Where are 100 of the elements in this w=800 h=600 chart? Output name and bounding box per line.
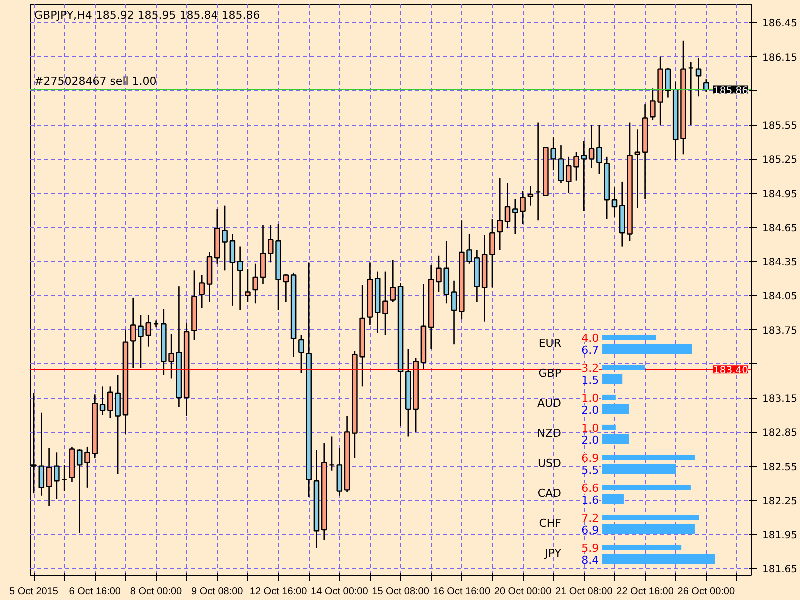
bar: [602, 334, 656, 340]
candlestick: [696, 57, 702, 98]
y-tick-label: AUD: [537, 397, 562, 410]
candlestick: [704, 78, 710, 93]
y-tick-label: 184.95: [762, 189, 798, 200]
bar: [602, 554, 716, 564]
candlestick: [245, 268, 251, 304]
x-tick-label: 26 Oct 00:00: [678, 586, 736, 598]
candlestick: [588, 124, 595, 169]
y-tick-label: 181.65: [762, 564, 798, 576]
candlestick: [298, 334, 304, 374]
candlestick: [596, 124, 602, 175]
bar: [602, 484, 691, 490]
candlestick: [62, 464, 68, 492]
y-tick-label: CAD: [538, 487, 562, 500]
candlestick: [390, 260, 396, 304]
candlestick: [528, 186, 534, 206]
y-tick-label: 183.15: [762, 394, 798, 406]
candlestick: [504, 182, 511, 230]
data-label: 3.2: [582, 362, 600, 375]
x-tick-label: 22 Oct 16:00: [616, 586, 674, 598]
x-tick-label: 5 Oct 2015: [10, 586, 59, 598]
y-tick-label: 182.85: [762, 428, 798, 440]
data-label: 2.0: [582, 434, 600, 447]
candlestick: [490, 218, 496, 288]
bar: [602, 424, 616, 430]
ref-line-label: #275028467 sell 1.00: [34, 74, 157, 88]
bar: [602, 524, 695, 534]
candlestick: [230, 234, 236, 307]
candlestick: [665, 68, 672, 98]
x-tick-label: 14 Oct 00:00: [311, 586, 369, 598]
data-label: 6.7: [582, 344, 600, 357]
data-label: 1.5: [582, 374, 600, 387]
candlestick: [100, 386, 106, 416]
candlestick: [130, 297, 136, 370]
y-tick-label: GBP: [538, 367, 562, 380]
candlestick: [38, 412, 45, 497]
data-label: 1.6: [582, 494, 600, 507]
bar: [602, 434, 630, 444]
candlestick: [237, 246, 244, 312]
x-tick-label: 16 Oct 16:00: [433, 586, 491, 598]
candlestick: [46, 447, 52, 507]
x-tick-label: 12 Oct 16:00: [250, 586, 308, 598]
candlestick: [329, 436, 335, 472]
y-tick-label: 185.55: [762, 121, 798, 132]
data-label: 7.2: [582, 512, 600, 525]
y-tick-label: 184.65: [762, 223, 798, 234]
bar: [602, 404, 630, 414]
candlestick: [260, 224, 266, 285]
y-tick-label: 184.35: [762, 258, 798, 269]
data-label: 8.4: [582, 554, 600, 567]
y-tick-label: USD: [538, 457, 562, 470]
y-tick-label: 181.95: [762, 530, 798, 542]
y-tick-label: 185.25: [762, 155, 798, 166]
bar: [602, 544, 682, 550]
candlestick: [688, 62, 694, 126]
candlestick: [558, 144, 564, 184]
y-tick-label: EUR: [538, 337, 562, 350]
data-label: 2.0: [582, 404, 600, 417]
candlestick: [54, 452, 60, 500]
candlestick: [497, 178, 504, 251]
candlestick: [451, 280, 458, 346]
y-tick-label: JPY: [544, 547, 562, 560]
y-tick-label: 186.45: [762, 18, 798, 30]
y-tick-label: CHF: [539, 517, 562, 530]
bar: [602, 454, 695, 460]
candlestick: [252, 263, 258, 304]
candlestick: [535, 122, 542, 222]
chart-title: GBPJPY,H4 185.92 185.95 185.84 185.86: [34, 9, 260, 22]
data-label: 5.9: [582, 542, 600, 555]
data-label: 1.0: [582, 422, 600, 435]
x-tick-label: 15 Oct 08:00: [372, 586, 430, 598]
bar: [602, 394, 616, 400]
candlestick: [199, 274, 206, 309]
candlestick: [283, 273, 290, 304]
x-tick-label: 8 Oct 00:00: [130, 586, 183, 598]
y-tick-label: 182.25: [762, 496, 798, 508]
bar: [602, 344, 692, 354]
y-tick-label: 183.75: [762, 326, 798, 337]
bar: [602, 514, 699, 520]
candlestick: [612, 186, 618, 218]
data-label: 1.0: [582, 392, 600, 405]
data-label: 6.9: [582, 524, 600, 537]
x-tick-label: 20 Oct 00:00: [494, 586, 552, 598]
bar: [602, 464, 676, 474]
candlestick: [581, 140, 588, 212]
candlestick: [153, 320, 160, 328]
y-tick-label: 186.15: [762, 52, 798, 64]
bar: [602, 374, 623, 384]
bar: [602, 364, 646, 370]
bar: [602, 494, 624, 504]
y-tick-label: NZD: [537, 427, 562, 440]
y-tick-label: 182.55: [762, 462, 798, 474]
data-label: 5.5: [582, 464, 600, 477]
x-tick-label: 9 Oct 08:00: [192, 586, 244, 598]
candlestick: [382, 271, 388, 336]
data-label: 4.0: [582, 332, 600, 345]
x-tick-label: 21 Oct 08:00: [556, 586, 614, 598]
x-tick-label: 6 Oct 16:00: [69, 586, 122, 598]
data-label: 6.9: [582, 452, 600, 465]
